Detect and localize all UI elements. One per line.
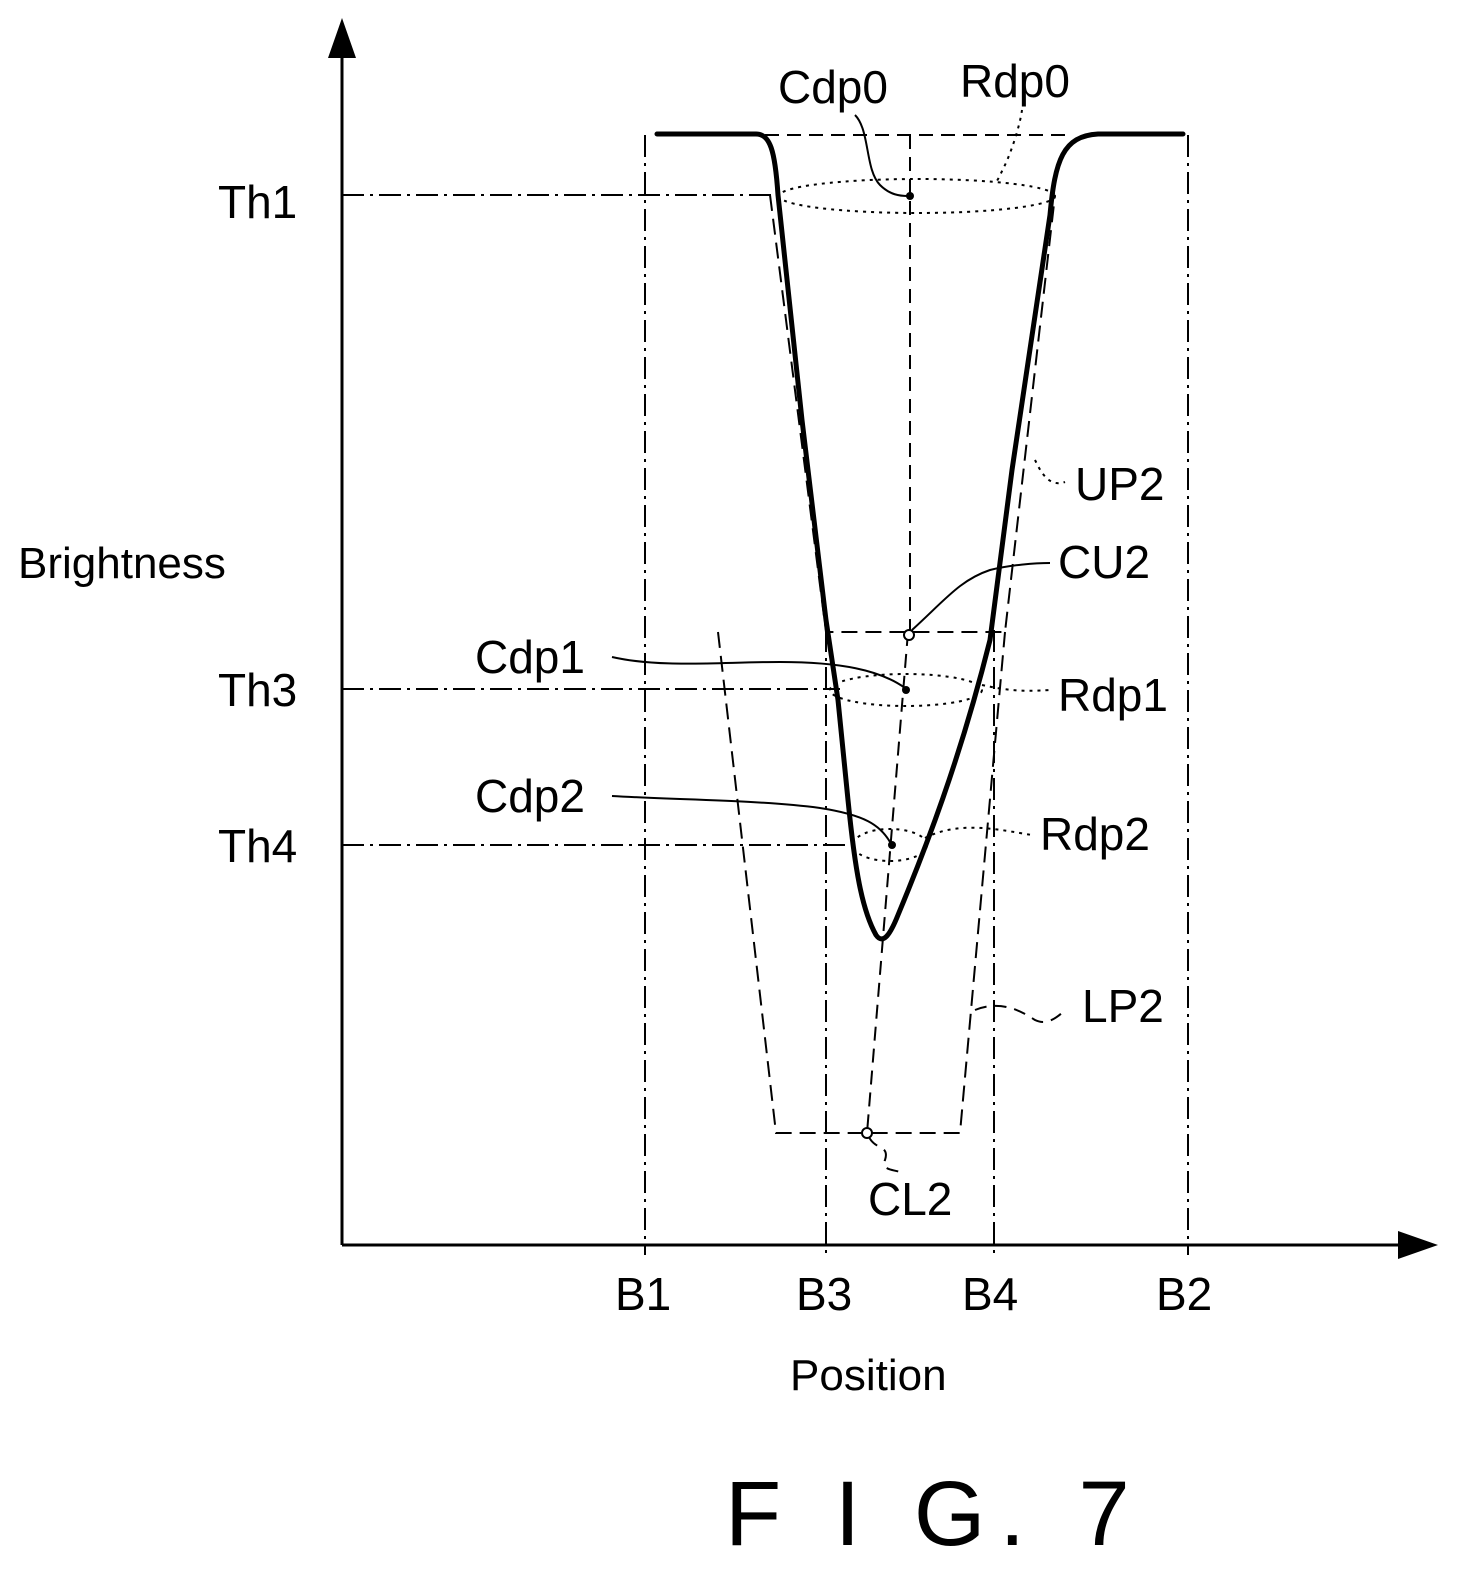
lower-trapezoid-lp2 — [717, 631, 1006, 1134]
x-tick-b1: B1 — [615, 1268, 671, 1320]
label-rdp0: Rdp0 — [960, 55, 1070, 107]
y-tick-th1: Th1 — [218, 176, 297, 228]
rdp1-leader — [981, 684, 1051, 692]
y-axis-arrowhead — [328, 18, 356, 58]
label-lp2: LP2 — [1082, 980, 1164, 1032]
up2-leader — [1034, 459, 1066, 485]
x-tick-b3: B3 — [796, 1268, 852, 1320]
y-tick-th3: Th3 — [218, 664, 297, 716]
label-cu2: CU2 — [1058, 536, 1150, 588]
rdp0-leader — [995, 109, 1023, 183]
cdp2-leader — [611, 795, 891, 843]
cu2-point — [903, 629, 915, 641]
label-cdp0: Cdp0 — [778, 61, 888, 113]
x-tick-b4: B4 — [962, 1268, 1018, 1320]
cdp1-leader — [611, 656, 906, 689]
rdp2-leader — [924, 826, 1033, 839]
label-cl2: CL2 — [868, 1173, 952, 1225]
cdp2-point — [888, 841, 896, 849]
cu2-leader — [911, 562, 1051, 631]
y-axis-label: Brightness — [18, 539, 226, 588]
label-rdp1: Rdp1 — [1058, 669, 1168, 721]
brightness-curve — [654, 131, 1186, 942]
x-tick-b2: B2 — [1156, 1268, 1212, 1320]
rdp0-ellipse — [778, 178, 1056, 214]
label-rdp2: Rdp2 — [1040, 808, 1150, 860]
y-tick-th4: Th4 — [218, 820, 297, 872]
cu2-cl2-dashed-line — [866, 631, 909, 1134]
label-cdp2: Cdp2 — [475, 770, 585, 822]
upper-trapezoid-up2 — [769, 194, 1056, 633]
x-axis-label: Position — [790, 1351, 947, 1400]
cl2-point — [861, 1127, 873, 1139]
label-up2: UP2 — [1075, 458, 1164, 510]
cdp0-leader — [854, 114, 909, 197]
label-cdp1: Cdp1 — [475, 631, 585, 683]
lp2-leader — [974, 1004, 1066, 1023]
cl2-leader — [868, 1136, 901, 1173]
x-axis-arrowhead — [1398, 1231, 1438, 1259]
figure-caption: F I G. 7 — [725, 1463, 1144, 1565]
rdp1-ellipse — [829, 673, 983, 707]
cdp0-point — [906, 192, 914, 200]
